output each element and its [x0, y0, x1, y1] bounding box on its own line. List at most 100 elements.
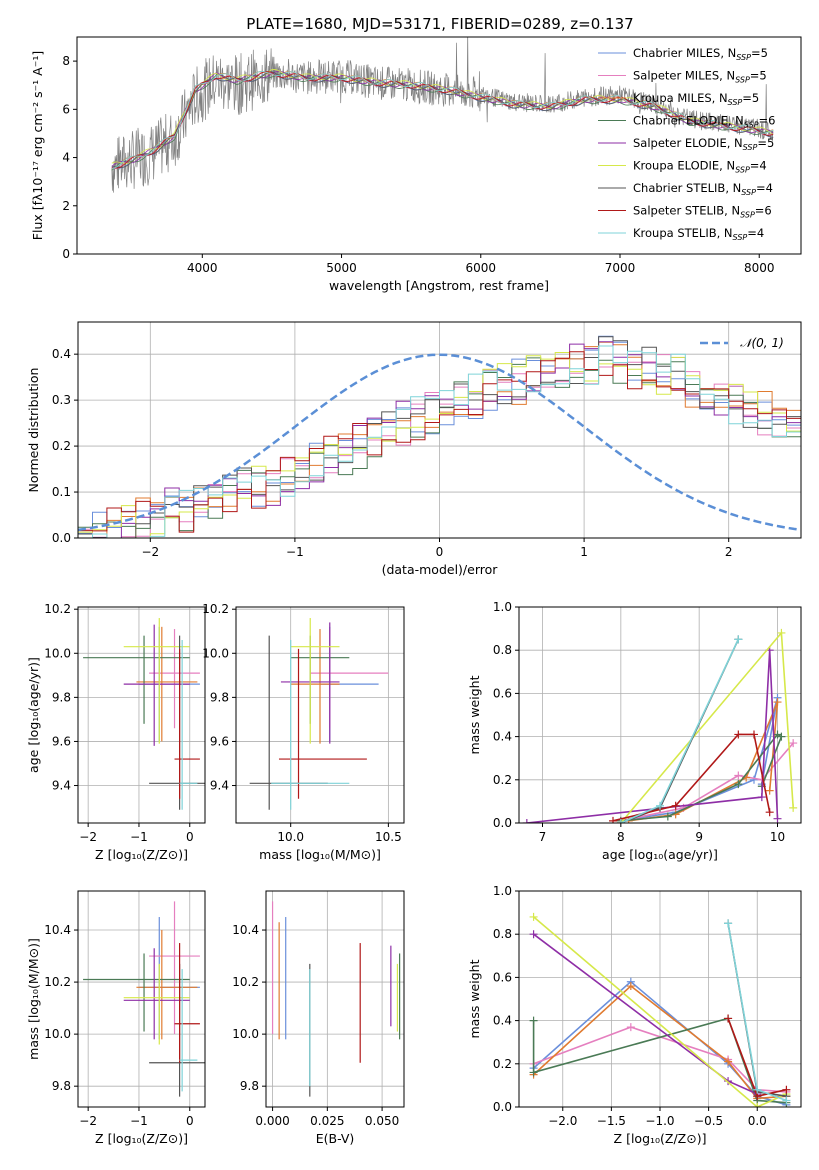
plot-area-age-vs-Z [83, 618, 205, 810]
plot-area-residuals [78, 335, 801, 538]
x-tick-label: −1.0 [645, 1114, 674, 1128]
axes-frame [77, 606, 206, 824]
weight-line [620, 639, 740, 823]
axes-frame [265, 890, 405, 1108]
y-tick-label: 2 [62, 199, 70, 213]
y-tick-label: 9.8 [210, 690, 229, 704]
y-tick-label: 8 [62, 54, 70, 68]
y-tick-label: 0.2 [52, 439, 71, 453]
y-tick-label: 10.2 [44, 975, 71, 989]
y-axis-label: Normed distribution [26, 368, 41, 493]
legend-entry: Chabrier MILES, NSSP=5 [633, 46, 768, 62]
panel-weight-vs-Z: −2.0 −1.5 −1.0 −0.5 0.0 0.0 0.2 0.4 0.6 0.8 1.0 Z [… [467, 884, 802, 1146]
panel-mass-vs-ebv: 0.000 0.025 0.050 9.8 10.0 10.2 10.4 E(B-V) [232, 890, 405, 1146]
y-tick-label: 0.3 [52, 393, 71, 407]
x-axis-label: Z [log₁₀(Z/Z⊙)] [95, 1131, 188, 1146]
weight-marker [789, 739, 798, 748]
y-tick-label: 0.1 [52, 485, 71, 499]
x-axis-label: mass [log₁₀(M/M⊙)] [259, 847, 381, 862]
weight-marker [724, 919, 733, 928]
x-tick-label: −0.5 [694, 1114, 723, 1128]
y-tick-label: 10.2 [232, 975, 259, 989]
weight-line [526, 650, 779, 823]
x-tick-label: 7 [539, 830, 547, 844]
axes-frame [235, 606, 405, 824]
x-tick-label: 8 [617, 830, 625, 844]
legend-entry: Chabrier ELODIE, NSSP=6 [633, 114, 775, 130]
plot-area-spectrum [111, 37, 774, 193]
panel-spectrum: 4000 5000 6000 7000 8000 0 2 4 6 8 wavelength [Ang… [30, 36, 802, 293]
x-tick-label: 10.5 [375, 830, 402, 844]
x-axis-label: wavelength [Angstrom, rest frame] [329, 278, 549, 293]
y-tick-label: 4 [62, 151, 70, 165]
weight-marker [529, 912, 538, 921]
histogram-step [78, 341, 801, 538]
legend-entry: Kroupa STELIB, NSSP=4 [633, 226, 764, 242]
y-tick-label: 10.0 [44, 646, 71, 660]
x-tick-label: 5000 [326, 261, 357, 275]
weight-marker [529, 1068, 538, 1077]
legend-entry: Kroupa MILES, NSSP=5 [633, 91, 759, 107]
axes-frame [76, 36, 802, 255]
gaussian-curve [78, 353, 801, 532]
weight-marker [782, 1096, 791, 1105]
weight-marker [753, 1085, 762, 1094]
plot-area-age-vs-mass [249, 618, 389, 810]
weight-marker [616, 819, 625, 823]
y-axis-label: age [log₁₀(age/yr)] [26, 657, 41, 773]
weight-marker [724, 1014, 733, 1023]
y-axis-label: mass weight [467, 959, 482, 1038]
x-tick-label: 0.000 [255, 1114, 289, 1128]
y-tick-label: 9.4 [52, 779, 71, 793]
weight-marker [663, 812, 672, 821]
y-tick-label: 0.2 [493, 773, 512, 787]
model-spectrum-line [111, 72, 774, 171]
legend-entry: Chabrier STELIB, NSSP=4 [633, 181, 773, 197]
axes-frame [77, 890, 206, 1108]
y-tick-label: 0.4 [52, 347, 71, 361]
weight-marker [757, 793, 766, 802]
y-tick-label: 9.4 [210, 779, 229, 793]
legend-entry: Kroupa ELODIE, NSSP=4 [633, 159, 767, 175]
panel-residuals: −2 −1 0 1 2 0.0 0.1 0.2 0.3 0.4 (data-model)/error… [26, 321, 802, 577]
weight-marker [656, 801, 664, 810]
figure-title: PLATE=1680, MJD=53171, FIBERID=0289, z=0… [246, 15, 633, 33]
legend-entry: Salpeter STELIB, NSSP=6 [633, 204, 772, 220]
weight-marker [773, 814, 782, 823]
y-tick-label: 10.2 [44, 602, 71, 616]
weight-marker [773, 698, 782, 707]
weight-marker [734, 771, 743, 780]
legend-entry: Salpeter ELODIE, NSSP=5 [633, 136, 774, 152]
y-tick-label: 1.0 [493, 884, 512, 898]
x-tick-label: −1 [130, 1114, 148, 1128]
y-tick-label: 0.4 [493, 1014, 512, 1028]
legend-entry: 𝒩(0, 1) [740, 336, 784, 350]
x-tick-label: 9 [695, 830, 703, 844]
x-axis-label: (data-model)/error [382, 562, 499, 577]
weight-marker [750, 730, 758, 739]
weight-marker [522, 819, 531, 823]
x-tick-label: 2 [725, 545, 733, 559]
weight-marker [789, 803, 798, 812]
x-axis-label: Z [log₁₀(Z/Z⊙)] [95, 847, 188, 862]
y-axis-label: mass [log₁₀(M/M⊙)] [26, 938, 41, 1060]
weight-marker [782, 1085, 791, 1094]
y-tick-label: 0.0 [493, 816, 512, 830]
panel-age-vs-Z: −2 −1 0 9.4 9.6 9.8 10.0 10.2 Z [log₁₀(Z/Z⊙)] age… [26, 602, 206, 862]
x-tick-label: −2.0 [548, 1114, 577, 1128]
panel-mass-vs-Z: −2 −1 0 9.8 10.0 10.2 10.4 Z [log₁₀(Z/Z⊙)] mass … [26, 890, 206, 1146]
y-tick-label: 0.6 [493, 970, 512, 984]
histogram-step [78, 352, 801, 538]
x-tick-label: −1 [286, 545, 304, 559]
y-tick-label: 10.4 [44, 923, 71, 937]
weight-marker [753, 1103, 762, 1107]
x-tick-label: −1.5 [597, 1114, 626, 1128]
weight-marker [626, 982, 635, 991]
plot-area-weight-vs-Z [529, 912, 791, 1107]
y-axis-label: mass weight [467, 675, 482, 754]
y-tick-label: 6 [62, 102, 70, 116]
weight-marker [609, 816, 617, 823]
model-spectrum-line [111, 70, 774, 170]
weight-line [620, 733, 783, 822]
weight-marker [734, 635, 743, 644]
